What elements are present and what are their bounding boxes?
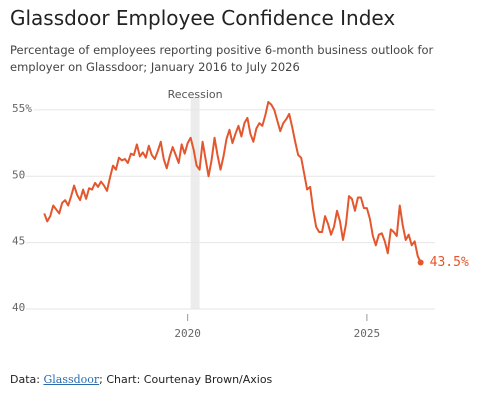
y-tick-label: 40 [12,301,25,314]
chart-title: Glassdoor Employee Confidence Index [10,6,396,30]
end-point [417,259,424,266]
y-tick-label: 50 [12,168,25,181]
chart-subtitle: Percentage of employees reporting positi… [10,43,434,74]
end-label: 43.5% [430,255,469,270]
source-prefix: Data: [10,373,44,386]
source: Data: Glassdoor; Chart: Courtenay Brown/… [10,373,272,386]
y-tick-label: 55% [12,102,32,115]
recession-label: Recession [168,88,223,101]
x-tick-label: 2025 [354,327,381,340]
recession-band [190,98,200,309]
source-suffix: ; Chart: Courtenay Brown/Axios [99,373,273,386]
y-tick-label: 45 [12,235,25,248]
data-line [43,100,422,263]
source-link[interactable]: Glassdoor [43,373,100,386]
x-tick-label: 2020 [174,327,201,340]
